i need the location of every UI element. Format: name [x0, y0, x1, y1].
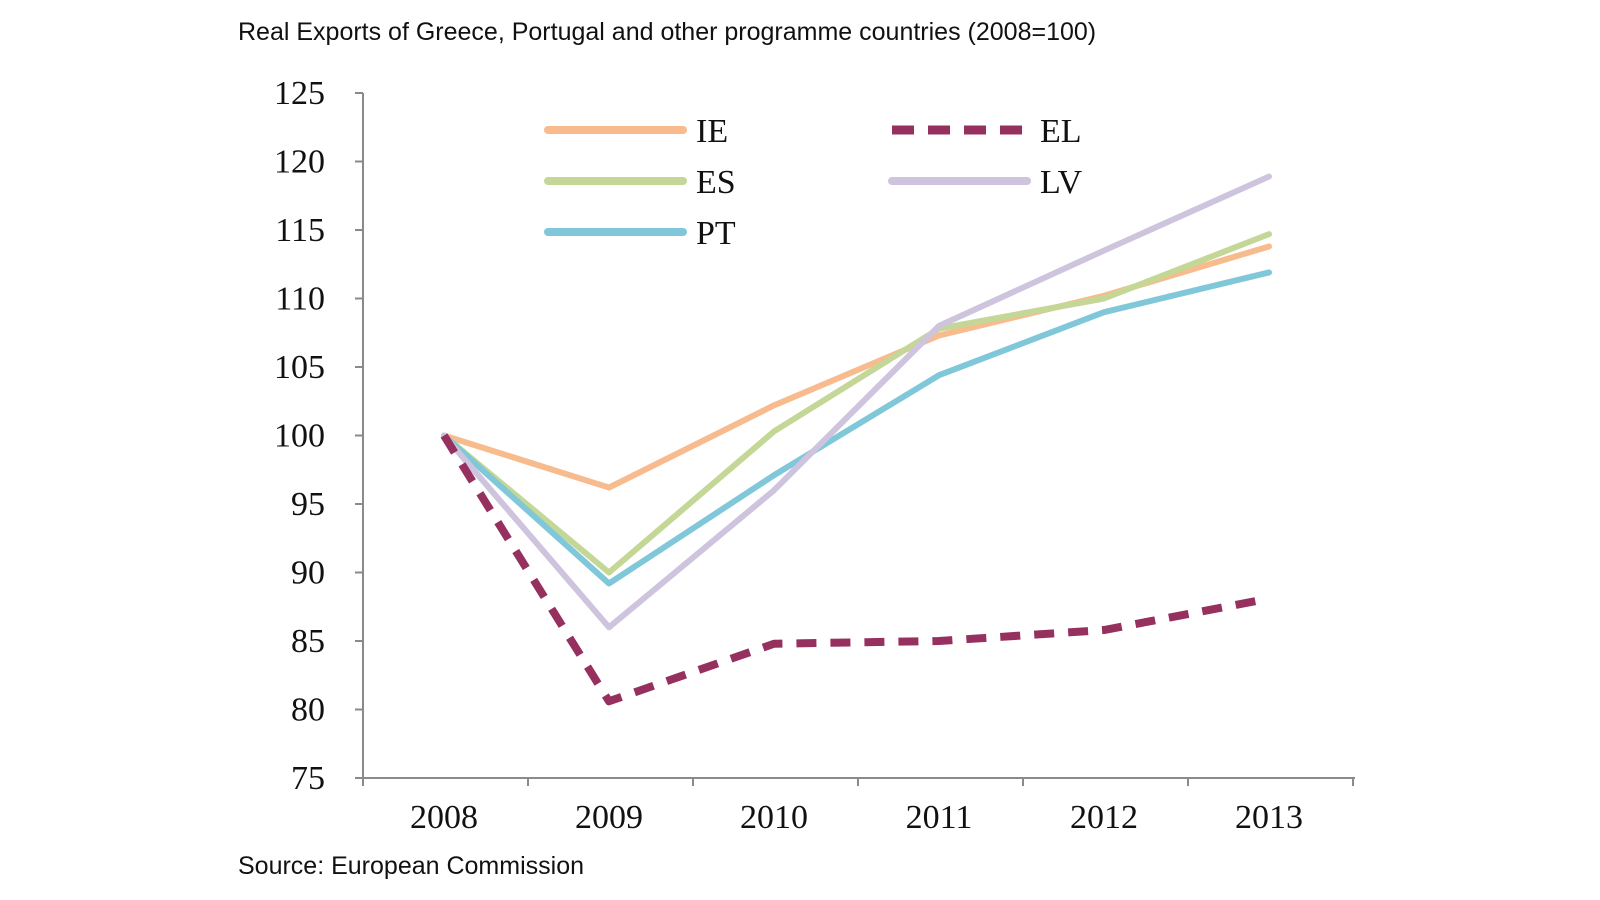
axes	[362, 93, 1355, 779]
legend-label-el: EL	[1040, 113, 1082, 150]
series-line-pt	[441, 269, 1272, 587]
y-tick-label: 100	[274, 418, 325, 455]
x-tick-label: 2011	[906, 799, 973, 836]
x-tick-label: 2010	[740, 799, 808, 836]
series-line-es	[441, 231, 1272, 576]
legend: IE EL ES LV PT	[544, 113, 1083, 252]
legend-label-pt: PT	[696, 215, 736, 252]
legend-label-es: ES	[696, 164, 736, 201]
y-tick-label: 110	[275, 281, 325, 318]
y-tick-label: 120	[274, 144, 325, 181]
series-lines	[440, 173, 1272, 706]
y-tick-label: 125	[274, 75, 325, 112]
x-axis-ticks: 2008 2009 2010 2011 2012 2013	[362, 778, 1354, 836]
series-line-lv	[441, 173, 1272, 631]
x-tick-label: 2012	[1070, 799, 1138, 836]
y-tick-label: 90	[291, 555, 325, 592]
y-tick-label: 95	[291, 486, 325, 523]
y-tick-label: 115	[275, 212, 325, 249]
legend-label-ie: IE	[696, 113, 728, 150]
y-tick-label: 85	[291, 623, 325, 660]
chart-title: Real Exports of Greece, Portugal and oth…	[238, 18, 1097, 46]
y-tick-label: 80	[291, 692, 325, 729]
y-tick-label: 75	[291, 760, 325, 797]
legend-label-lv: LV	[1040, 164, 1083, 201]
y-tick-label: 105	[274, 349, 325, 386]
x-tick-label: 2013	[1235, 799, 1303, 836]
x-tick-label: 2008	[410, 799, 478, 836]
source-note: Source: European Commission	[238, 852, 584, 880]
y-axis-ticks: 75 80 85 90 95 100 105 110 115 120 125	[274, 75, 363, 797]
x-tick-label: 2009	[575, 799, 643, 836]
